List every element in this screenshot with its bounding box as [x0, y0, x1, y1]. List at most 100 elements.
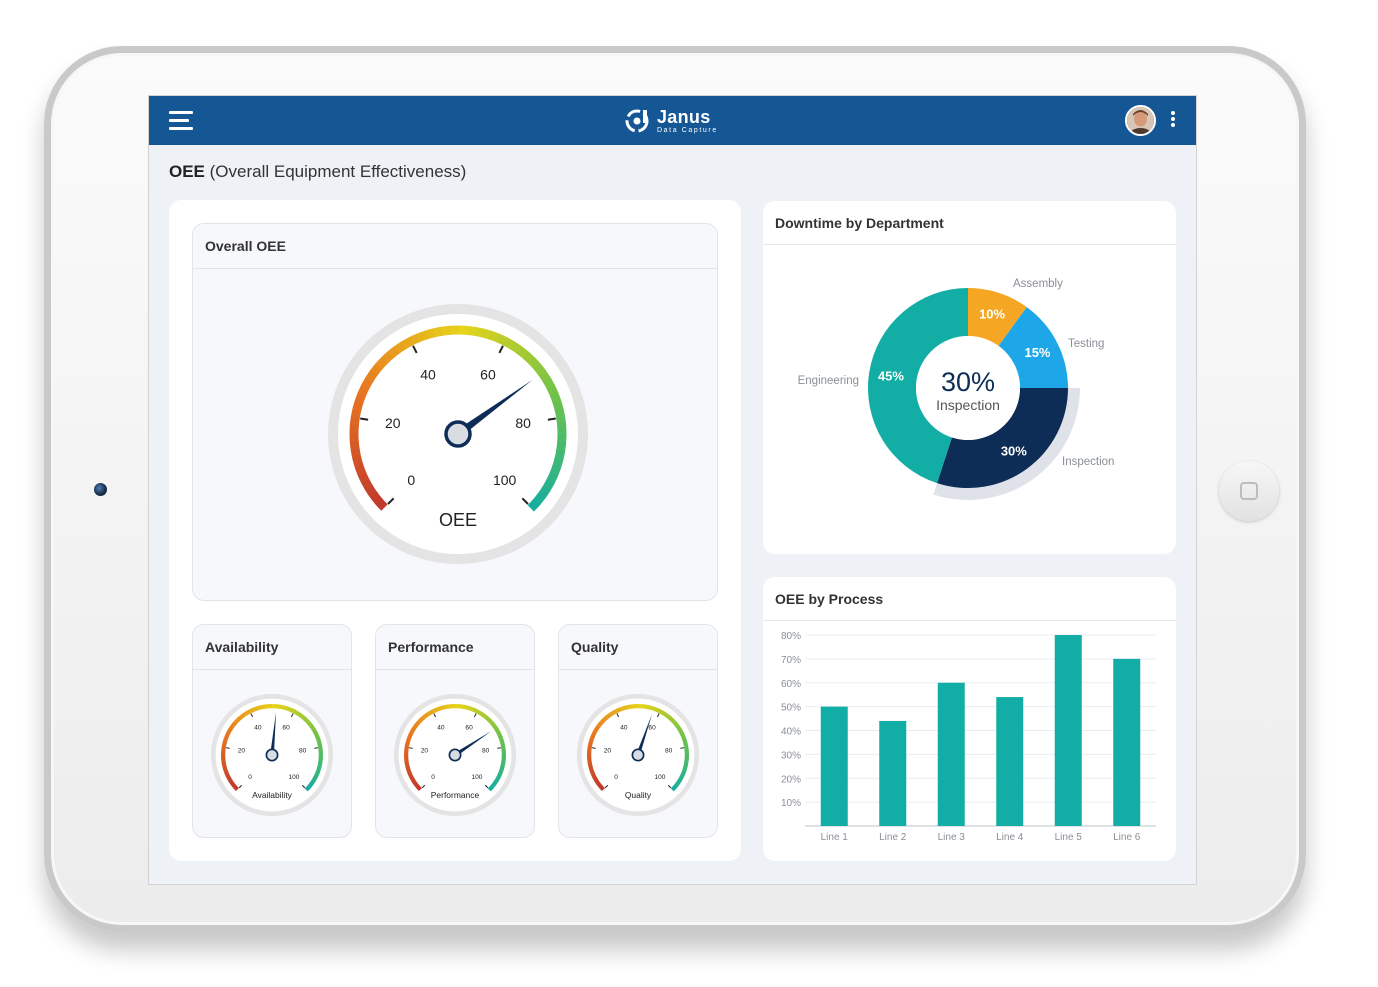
gauge-arc-segment — [492, 779, 499, 786]
gauge-arc-segment — [659, 709, 666, 716]
janus-logo-icon — [625, 109, 649, 133]
gauge-arc-segment — [439, 705, 445, 711]
gauge-tick-label: 60 — [480, 367, 496, 383]
gauge-arc-segment — [500, 743, 506, 749]
gauge-arc-segment — [499, 739, 505, 745]
oee-gauges-panel: Overall OEE 0 20 40 60 80 100 OEE Availability… — [169, 200, 741, 861]
gauge-arc-segment — [665, 713, 672, 720]
gauge-arc-segment — [228, 724, 235, 731]
gauge-arc-segment — [424, 328, 436, 340]
gauge-tick — [421, 784, 426, 789]
gauge-arc-segment — [411, 724, 418, 731]
gauge-arc-segment — [556, 441, 567, 453]
gauge-arc-segment — [592, 727, 599, 734]
gauge-arc-segment — [542, 479, 555, 492]
gauge-arc-segment — [494, 776, 501, 783]
gauge-arc-segment — [299, 713, 306, 720]
gauge-arc-segment — [394, 340, 407, 354]
gauge-arc-segment — [496, 772, 503, 779]
gauge-arc-segment — [527, 498, 541, 512]
x-tick-label: Line 2 — [879, 832, 907, 843]
avatar[interactable] — [1125, 105, 1156, 136]
gauge-arc-segment — [498, 735, 504, 742]
gauge-tick — [408, 747, 413, 749]
gauge-arc-segment — [409, 727, 416, 734]
donut-center — [916, 336, 1020, 440]
gauge-arc-segment — [533, 363, 547, 377]
logo-name: Janus — [657, 107, 711, 127]
gauge-hub — [265, 748, 279, 762]
gauge-arc-segment — [352, 456, 364, 468]
gauge-arc-segment — [221, 746, 226, 752]
gauge-arc-segment — [302, 716, 309, 723]
gauge-arc-segment — [677, 776, 684, 783]
page-title: OEE (Overall Equipment Effectiveness) — [169, 162, 466, 182]
gauge-arc-segment — [652, 706, 659, 712]
gauge-arc-segment — [465, 325, 477, 336]
gauge-tick — [521, 497, 529, 505]
bar — [1054, 635, 1082, 826]
gauge-arc-segment — [682, 765, 688, 772]
gauge-arc-segment — [648, 705, 655, 711]
gauge-arc-segment — [375, 356, 389, 370]
gauge-label: OEE — [439, 510, 477, 530]
quality-gauge: 0 20 40 60 80 100 Quality — [576, 693, 700, 817]
gauge-hub — [448, 748, 462, 762]
gauge-arc-segment — [223, 734, 229, 741]
gauge-arc-segment — [675, 725, 682, 732]
gauge-arc-segment — [598, 784, 605, 792]
camera-icon — [94, 483, 107, 496]
gauge-arc-segment — [677, 728, 684, 735]
gauge-arc-segment — [232, 784, 239, 792]
gauge-needle — [270, 711, 277, 756]
y-tick-label: 20% — [781, 774, 801, 785]
gauge-arc-segment — [481, 328, 493, 340]
donut-slice-value: 30% — [1001, 444, 1027, 459]
gauge-arc-segment — [316, 739, 322, 745]
kebab-menu-icon[interactable] — [1169, 111, 1177, 131]
gauge-arc-segment — [404, 746, 409, 752]
gauge-arc-segment — [594, 724, 601, 731]
gauge-arc-segment — [549, 392, 562, 405]
donut-slice-value: 10% — [979, 306, 1005, 321]
gauge-arc-segment — [587, 742, 593, 748]
gauge-arc-segment — [407, 731, 414, 738]
donut-center-label: Inspection — [936, 397, 1000, 413]
gauge-arc-segment — [289, 707, 296, 714]
gauge-arc-segment — [415, 784, 422, 792]
gauge-arc-segment — [350, 407, 362, 419]
app-screen: Janus Data Capture OEE (Overall Equipmen… — [149, 96, 1196, 884]
gauge-arc-segment — [589, 768, 595, 775]
gauge-tick-label: 80 — [482, 747, 490, 754]
gauge-arc-segment — [588, 738, 594, 745]
gauge-arc-segment — [592, 775, 599, 782]
donut-slice-name: Inspection — [1062, 456, 1114, 468]
gauge-arc-segment — [588, 765, 594, 771]
gauge-arc-segment — [361, 376, 374, 389]
gauge-tick-label: 40 — [620, 724, 628, 731]
page-title-bold: OEE — [169, 162, 205, 181]
gauge-arc-segment — [684, 758, 689, 764]
gauge-arc-segment — [407, 772, 414, 779]
y-tick-label: 50% — [781, 703, 801, 714]
performance-card: Performance 0 20 40 60 80 100 Performance — [375, 624, 535, 838]
gauge-arc-segment — [532, 492, 546, 506]
hamburger-icon[interactable] — [169, 111, 193, 130]
gauge-arc-segment — [673, 721, 680, 728]
gauge-arc-segment — [498, 769, 504, 776]
gauge-tick-label: 40 — [437, 724, 445, 731]
gauge-tick-label: 40 — [254, 724, 262, 731]
gauge-tick — [616, 713, 620, 718]
gauge-arc-segment — [681, 735, 687, 742]
gauge-arc-segment — [317, 743, 323, 749]
gauge-arc-segment — [317, 762, 323, 768]
page-title-rest: (Overall Equipment Effectiveness) — [209, 162, 467, 181]
gauge-arc-segment — [509, 341, 523, 355]
home-button[interactable] — [1219, 461, 1279, 521]
gauge-arc-segment — [618, 706, 625, 712]
oee-by-process-title: OEE by Process — [763, 577, 1176, 621]
x-tick-label: Line 5 — [1055, 832, 1083, 843]
home-square-icon — [1240, 482, 1258, 500]
gauge-arc-segment — [238, 713, 245, 720]
gauge-arc-segment — [318, 758, 323, 764]
